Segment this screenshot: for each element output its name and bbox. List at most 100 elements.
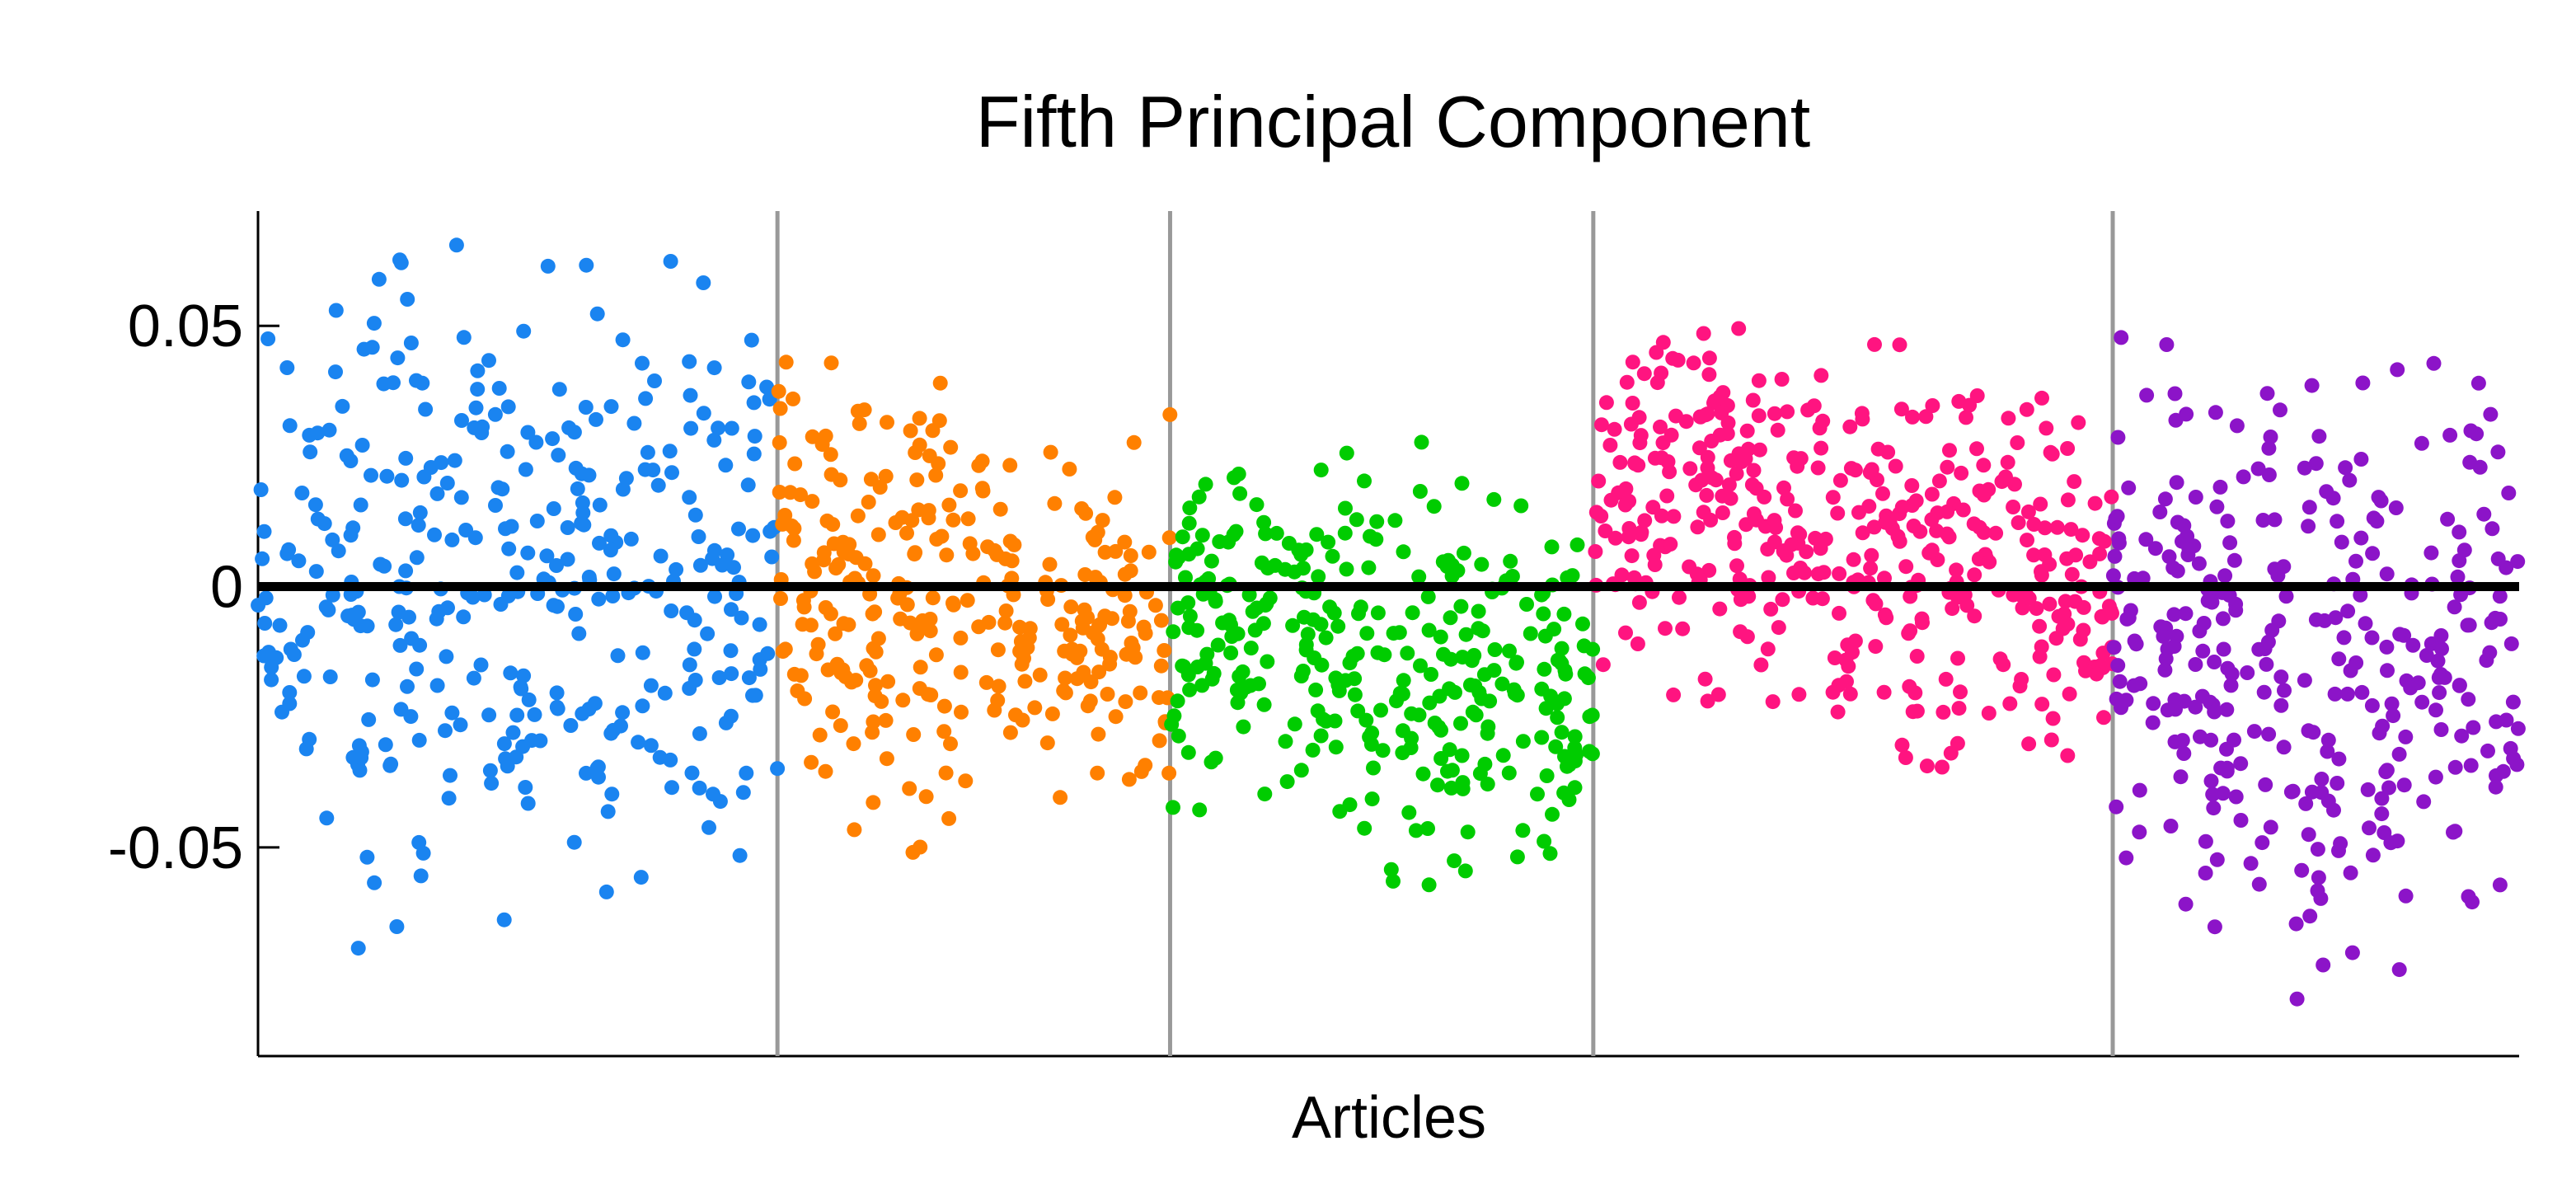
data-point-series-1 [328, 303, 344, 318]
data-point-series-4 [1940, 459, 1955, 475]
data-point-series-5 [2336, 630, 2352, 646]
data-point-series-4 [2051, 608, 2067, 624]
data-point-series-5 [2392, 627, 2408, 642]
data-point-series-5 [2430, 653, 2446, 669]
data-point-series-2 [807, 564, 823, 580]
data-point-series-4 [1855, 525, 1870, 541]
data-point-series-3 [1383, 862, 1399, 877]
data-point-series-5 [2374, 806, 2390, 822]
data-point-series-2 [939, 547, 955, 563]
data-point-series-4 [1675, 621, 1691, 636]
data-point-series-2 [902, 781, 917, 796]
data-point-series-2 [1042, 556, 1058, 572]
data-point-series-3 [1413, 658, 1428, 674]
data-point-series-2 [907, 547, 922, 562]
data-point-series-5 [2333, 836, 2348, 852]
data-point-series-2 [1090, 765, 1105, 781]
data-point-series-2 [862, 663, 878, 678]
data-point-series-5 [2391, 746, 2407, 762]
data-point-series-3 [1257, 786, 1273, 802]
data-point-series-1 [706, 542, 722, 558]
data-point-series-2 [1108, 709, 1124, 725]
data-point-series-4 [1751, 373, 1767, 388]
data-point-series-4 [1894, 737, 1910, 753]
data-point-series-3 [1227, 470, 1241, 486]
data-point-series-3 [1350, 703, 1366, 719]
data-point-series-4 [1712, 389, 1728, 405]
data-point-series-3 [1506, 682, 1522, 697]
data-point-series-1 [394, 472, 410, 488]
data-point-series-5 [2302, 909, 2318, 924]
data-point-series-3 [1471, 603, 1486, 619]
data-point-series-2 [787, 456, 803, 472]
data-point-series-5 [2489, 714, 2504, 730]
data-point-series-2 [1161, 765, 1177, 781]
data-point-series-3 [1442, 681, 1457, 697]
data-point-series-3 [1212, 534, 1227, 549]
data-point-series-2 [809, 646, 824, 662]
data-point-series-2 [938, 765, 954, 781]
data-point-series-4 [2020, 504, 2036, 519]
data-point-series-4 [2034, 697, 2050, 712]
data-point-series-2 [1057, 643, 1072, 659]
data-point-series-3 [1466, 648, 1482, 663]
data-point-series-1 [604, 786, 620, 802]
data-point-series-5 [2391, 962, 2407, 978]
data-point-series-4 [1791, 687, 1807, 702]
data-point-series-3 [1457, 863, 1473, 879]
data-point-series-3 [1313, 728, 1329, 744]
data-point-series-5 [2132, 824, 2147, 840]
data-point-series-1 [521, 692, 537, 707]
data-point-series-5 [2316, 957, 2331, 973]
data-point-series-5 [2410, 675, 2426, 691]
plot-area: 0.05 0 -0.05 [108, 211, 2526, 1058]
data-point-series-3 [1501, 765, 1517, 781]
data-point-series-5 [2379, 566, 2395, 582]
data-point-series-3 [1309, 527, 1325, 542]
data-point-series-5 [2461, 617, 2477, 633]
data-point-series-1 [386, 375, 401, 391]
data-point-series-4 [2010, 435, 2025, 450]
data-point-series-4 [1864, 547, 1879, 563]
data-point-series-2 [775, 644, 791, 660]
data-point-series-1 [741, 670, 757, 686]
data-point-series-1 [687, 673, 703, 688]
data-point-series-2 [1053, 790, 1068, 805]
data-point-series-4 [1976, 458, 1992, 473]
data-point-series-2 [786, 533, 801, 548]
data-point-series-4 [1767, 534, 1782, 550]
data-point-series-1 [518, 462, 533, 477]
data-point-series-4 [1909, 703, 1925, 719]
data-point-series-1 [509, 565, 525, 580]
data-point-series-2 [1074, 613, 1090, 629]
data-point-series-2 [903, 423, 918, 439]
data-point-series-3 [1259, 596, 1274, 612]
data-point-series-3 [1412, 484, 1428, 499]
data-point-series-2 [847, 570, 863, 586]
data-point-series-2 [925, 590, 941, 606]
data-point-series-2 [931, 413, 947, 429]
data-point-series-3 [1435, 554, 1451, 570]
data-point-series-5 [2198, 866, 2213, 880]
data-point-series-5 [2388, 500, 2404, 515]
data-point-series-4 [1950, 735, 1965, 751]
data-point-series-5 [2398, 729, 2414, 744]
data-point-series-1 [764, 549, 780, 565]
data-point-series-3 [1298, 642, 1314, 658]
data-point-series-3 [1556, 691, 1572, 707]
data-point-series-3 [1504, 569, 1520, 584]
data-point-series-3 [1347, 687, 1363, 702]
data-point-series-1 [367, 875, 382, 890]
data-point-series-3 [1182, 500, 1198, 516]
data-point-series-1 [328, 364, 343, 380]
data-point-series-1 [575, 495, 590, 510]
data-point-series-3 [1180, 744, 1196, 760]
data-point-series-4 [1701, 562, 1717, 578]
data-point-series-4 [1767, 406, 1782, 421]
data-point-series-3 [1364, 791, 1380, 807]
data-point-series-5 [2188, 490, 2203, 505]
data-point-series-3 [1258, 526, 1274, 542]
data-point-series-3 [1421, 877, 1437, 893]
data-point-series-1 [579, 765, 594, 781]
data-point-series-1 [635, 698, 650, 714]
